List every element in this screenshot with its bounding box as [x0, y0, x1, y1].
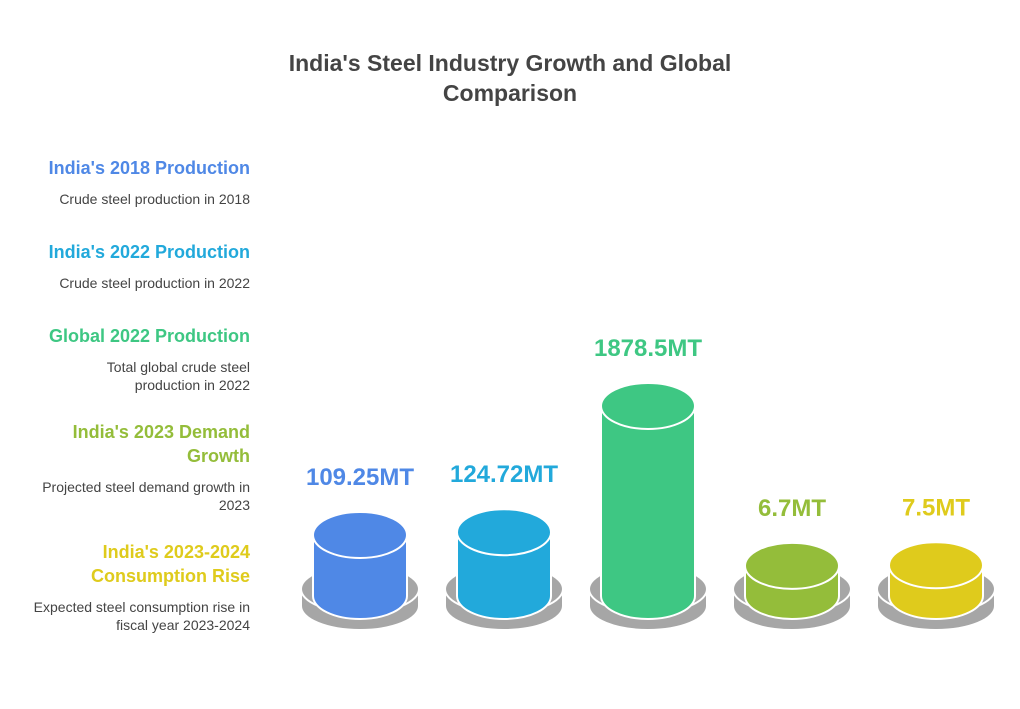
legend-title: India's 2022 Production	[48, 242, 250, 262]
legend-title: Global 2022 Production	[48, 326, 250, 346]
legend-description: Crude steel production in 2018	[59, 191, 250, 207]
data-label: 6.7MT	[758, 495, 826, 522]
legend-item-2: Global 2022 Production Total global crud…	[0, 324, 250, 394]
bar-top	[312, 511, 408, 560]
bar	[600, 405, 696, 620]
bar-top	[744, 541, 840, 590]
chart-title: India's Steel Industry Growth and Global…	[288, 50, 732, 106]
legend-title: India's 2023 Demand Growth	[72, 422, 250, 466]
bar-top	[456, 508, 552, 557]
bar-top	[600, 382, 696, 430]
legend-item-4: India's 2023-2024 Consumption Rise Expec…	[0, 540, 250, 634]
legend-item-3: India's 2023 Demand Growth Projected ste…	[0, 420, 250, 514]
legend-description: Crude steel production in 2022	[59, 275, 250, 291]
data-label: 109.25MT	[306, 464, 414, 491]
data-label: 1878.5MT	[594, 335, 702, 362]
data-label: 7.5MT	[902, 494, 970, 521]
legend-description: Total global crude steel production in 2…	[106, 359, 250, 393]
legend-description: Projected steel demand growth in 2023	[42, 479, 250, 513]
legend-item-1: India's 2022 Production Crude steel prod…	[0, 240, 250, 292]
legend-item-0: India's 2018 Production Crude steel prod…	[0, 156, 250, 208]
legend-description: Expected steel consumption rise in fisca…	[33, 599, 250, 633]
data-label: 124.72MT	[450, 461, 558, 488]
bar-top	[888, 541, 984, 590]
bar	[456, 531, 552, 620]
legend-title: India's 2018 Production	[48, 158, 250, 178]
legend-title: India's 2023-2024 Consumption Rise	[90, 542, 250, 586]
